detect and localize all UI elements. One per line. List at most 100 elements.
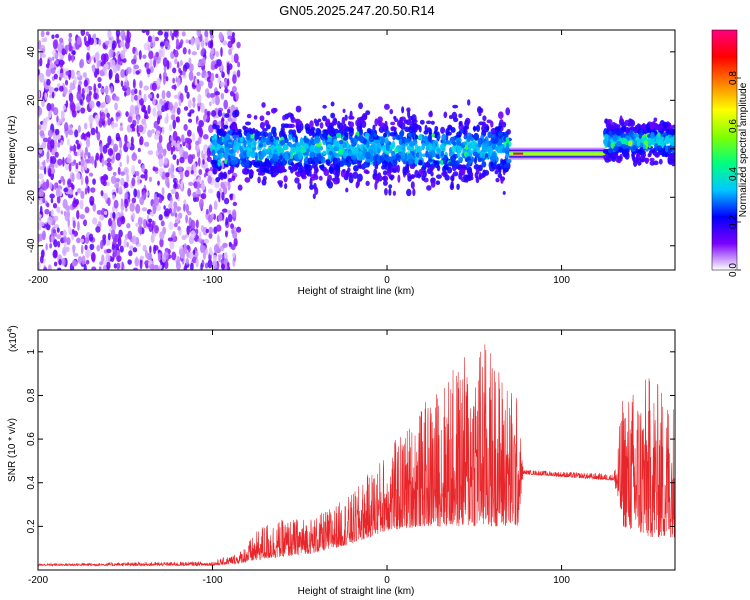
heatmap-cell: [185, 39, 189, 44]
heatmap-cell: [342, 152, 347, 159]
heatmap-cell: [308, 152, 315, 158]
colorbar-ticks: 0.0 0.2 0.4 0.6 0.8: [728, 71, 741, 277]
heatmap-cell: [106, 181, 110, 187]
heatmap-cell: [401, 106, 405, 114]
heatmap-cell: [71, 54, 74, 63]
heatmap-cell: [326, 178, 331, 187]
heatmap-cell: [114, 182, 120, 189]
heatmap-cell: [276, 145, 283, 154]
heatmap-cell: [642, 144, 646, 150]
heatmap-cell: [100, 239, 104, 250]
heatmap-cell: [231, 32, 235, 38]
heatmap-cell: [505, 107, 511, 116]
heatmap-cell: [99, 214, 105, 221]
heatmap-cell: [69, 100, 75, 109]
heatmap-cell: [332, 157, 339, 166]
heatmap-cell: [362, 162, 368, 169]
colorbar-tick-label: 0.2: [728, 215, 739, 229]
heatmap-cell: [66, 178, 72, 188]
heatmap-cell: [58, 258, 62, 266]
heatmap-cell: [64, 122, 69, 132]
heatmap-cell: [218, 213, 223, 222]
heatmap-cell: [62, 104, 66, 111]
heatmap-cell: [238, 145, 243, 151]
heatmap-cell: [153, 58, 156, 68]
heatmap-cell: [338, 139, 344, 145]
heatmap-cell: [452, 171, 459, 177]
x-tick-label: 100: [553, 575, 570, 586]
heatmap-cell: [310, 137, 314, 145]
heatmap-cell: [84, 237, 90, 244]
heatmap-cell: [94, 114, 100, 123]
heatmap-cell: [441, 133, 447, 142]
heatmap-cell: [314, 186, 319, 195]
heatmap-cell: [379, 136, 386, 144]
heatmap-cell: [612, 134, 618, 142]
heatmap-cell: [60, 210, 64, 215]
heatmap-cell: [649, 121, 655, 130]
heatmap-cell: [139, 226, 142, 236]
heatmap-cell: [649, 160, 655, 166]
heatmap-cell: [190, 37, 195, 46]
heatmap-cell: [96, 100, 101, 107]
heatmap-cell: [212, 254, 217, 262]
heatmap-cell: [141, 207, 148, 212]
heatmap-cell: [187, 112, 191, 117]
heatmap-cell: [304, 163, 308, 171]
heatmap-cell: [120, 198, 124, 207]
heatmap-cell: [108, 218, 112, 227]
heatmap-cell: [616, 124, 621, 129]
heatmap-cell: [158, 134, 163, 144]
heatmap-cell: [253, 115, 258, 120]
heatmap-cell: [116, 262, 121, 270]
heatmap-cell: [184, 169, 190, 178]
heatmap-cell: [130, 123, 135, 129]
heatmap-cell: [143, 42, 148, 51]
heatmap-cell: [433, 160, 438, 165]
heatmap-cell: [317, 129, 322, 136]
heatmap-cell: [419, 119, 425, 125]
heatmap-cell: [79, 98, 83, 106]
heatmap-cell: [297, 182, 302, 190]
heatmap-cell: [50, 103, 55, 112]
heatmap-cell: [282, 143, 289, 150]
heatmap-cell: [71, 228, 75, 235]
heatmap-cell: [655, 139, 661, 144]
heatmap-cell: [211, 160, 218, 164]
heatmap-cell: [655, 152, 659, 158]
heatmap-cell: [321, 132, 328, 139]
heatmap-cell: [123, 238, 128, 248]
heatmap-cell: [136, 124, 139, 135]
heatmap-cell: [154, 133, 160, 141]
heatmap-cell: [213, 244, 220, 254]
heatmap-cell: [152, 97, 156, 106]
heatmap-cell: [227, 262, 230, 268]
x-tick-label: 100: [553, 275, 570, 286]
heatmap-cell: [421, 136, 427, 142]
heatmap-cell: [54, 87, 59, 92]
heatmap-cell: [118, 229, 123, 238]
heatmap-cell: [214, 163, 218, 168]
heatmap-cell: [172, 230, 176, 237]
heatmap-cell: [384, 103, 390, 110]
heatmap-cell: [219, 147, 225, 154]
heatmap-cell: [86, 95, 90, 101]
heatmap-cell: [49, 62, 54, 69]
heatmap-cell: [653, 125, 659, 129]
heatmap-cell: [175, 76, 178, 83]
heatmap-cell: [173, 181, 177, 189]
heatmap-cell: [126, 30, 130, 38]
heatmap-cell: [662, 121, 669, 129]
heatmap-cell: [211, 136, 216, 141]
heatmap-cell: [185, 258, 190, 265]
heatmap-cell: [325, 118, 331, 126]
heatmap-cell: [603, 138, 608, 146]
heatmap-cell: [407, 157, 414, 165]
heatmap-cell: [342, 168, 346, 173]
heatmap-cell: [77, 221, 80, 231]
heatmap-cell: [300, 148, 307, 154]
heatmap-cell: [211, 97, 216, 105]
heatmap-cell: [219, 151, 223, 159]
heatmap-cell: [477, 137, 484, 145]
